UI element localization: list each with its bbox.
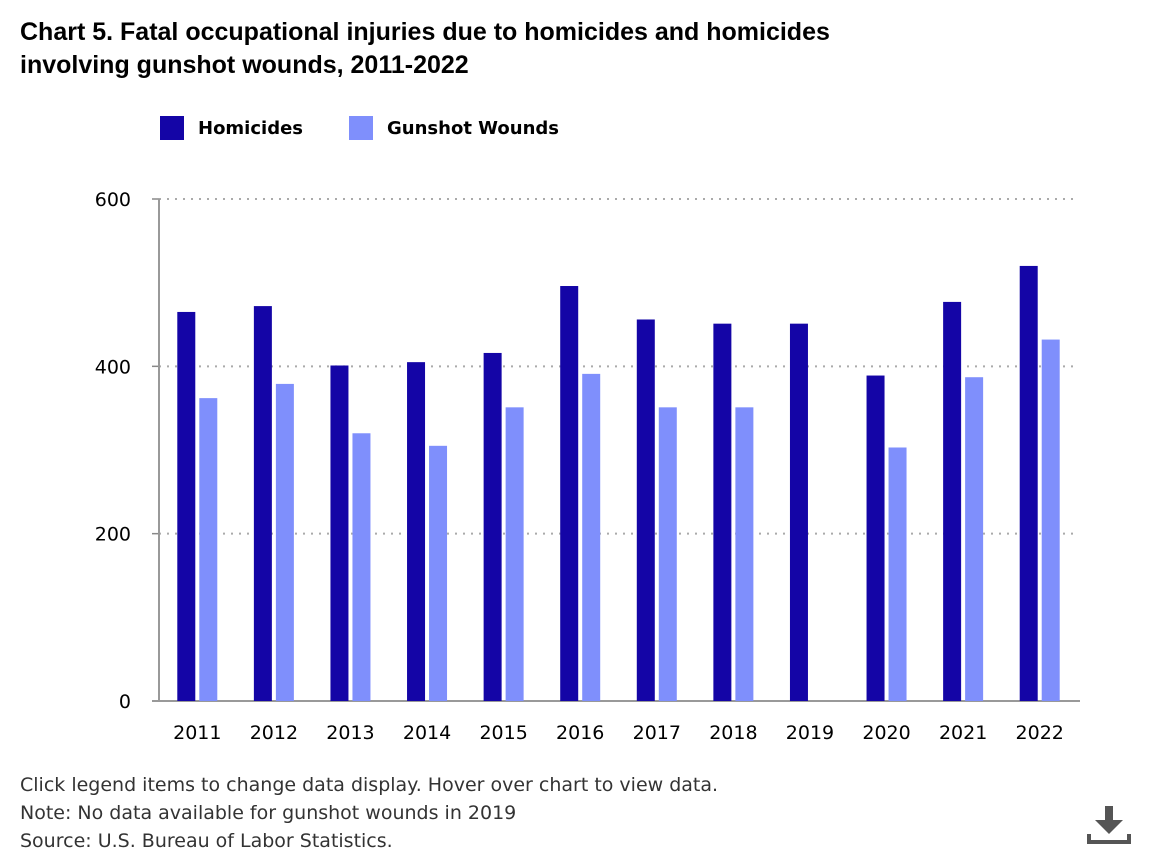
- bar-homicides-2022[interactable]: [1019, 265, 1038, 701]
- bar-gunshot-wounds-2011[interactable]: [199, 398, 218, 701]
- legend-label-homicides: Homicides: [198, 117, 304, 139]
- bar-homicides-2014[interactable]: [407, 362, 426, 701]
- bar-homicides-2018[interactable]: [713, 323, 732, 701]
- x-tick-label-2016: 2016: [556, 722, 604, 744]
- legend-item-homicides[interactable]: Homicides: [160, 116, 303, 140]
- x-tick-label-2014: 2014: [403, 722, 451, 744]
- bar-gunshot-wounds-2020[interactable]: [888, 447, 907, 701]
- source-text: Source: U.S. Bureau of Labor Statistics.: [20, 830, 393, 852]
- chart-title-line-2: involving gunshot wounds, 2011-2022: [20, 51, 469, 79]
- bar-gunshot-wounds-2014[interactable]: [429, 445, 448, 701]
- bar-gunshot-wounds-2012[interactable]: [275, 383, 294, 701]
- bar-chart[interactable]: 0 200 400 600 2011 2012 2013 2014 2015 2016 2017 20…: [0, 0, 1160, 770]
- download-icon: [1087, 806, 1131, 844]
- bar-gunshot-wounds-2021[interactable]: [965, 377, 984, 701]
- bar-homicides-2015[interactable]: [483, 352, 502, 701]
- bar-homicides-2013[interactable]: [330, 365, 349, 701]
- y-tick-label-200: 200: [95, 524, 131, 546]
- y-tick-label-600: 600: [95, 189, 131, 211]
- x-tick-label-2022: 2022: [1016, 722, 1064, 744]
- x-tick-label-2012: 2012: [250, 722, 298, 744]
- x-tick-label-2013: 2013: [326, 722, 374, 744]
- bar-gunshot-wounds-2022[interactable]: [1041, 339, 1060, 701]
- instruction-text: Click legend items to change data displa…: [20, 774, 719, 796]
- bar-homicides-2017[interactable]: [636, 319, 655, 701]
- legend-swatch-gunshot-wounds: [349, 116, 374, 140]
- y-tick-label-400: 400: [95, 356, 131, 378]
- x-tick-label-2020: 2020: [862, 722, 910, 744]
- bar-homicides-2019[interactable]: [789, 323, 808, 701]
- download-button[interactable]: [1085, 802, 1133, 850]
- x-tick-label-2017: 2017: [633, 722, 681, 744]
- bar-homicides-2016[interactable]: [560, 286, 579, 701]
- chart-title-line-1: Chart 5. Fatal occupational injuries due…: [20, 18, 830, 46]
- chart-title: Chart 5. Fatal occupational injuries due…: [20, 16, 1120, 82]
- bar-homicides-2020[interactable]: [866, 375, 885, 701]
- x-tick-label-2018: 2018: [709, 722, 757, 744]
- bar-gunshot-wounds-2017[interactable]: [658, 407, 677, 701]
- chart-notes: Click legend items to change data displa…: [20, 771, 718, 855]
- bar-homicides-2012[interactable]: [253, 306, 272, 701]
- bar-gunshot-wounds-2018[interactable]: [735, 407, 754, 701]
- bar-homicides-2011[interactable]: [177, 311, 196, 701]
- legend-item-gunshot-wounds[interactable]: Gunshot Wounds: [349, 116, 559, 140]
- x-tick-label-2015: 2015: [479, 722, 527, 744]
- bar-gunshot-wounds-2016[interactable]: [582, 373, 601, 701]
- x-tick-label-2021: 2021: [939, 722, 987, 744]
- legend-label-gunshot-wounds: Gunshot Wounds: [387, 117, 559, 139]
- y-tick-label-0: 0: [119, 691, 131, 713]
- bar-gunshot-wounds-2013[interactable]: [352, 433, 371, 701]
- bar-gunshot-wounds-2015[interactable]: [505, 407, 524, 701]
- legend-swatch-homicides: [160, 116, 184, 140]
- x-tick-label-2019: 2019: [786, 722, 834, 744]
- bar-homicides-2021[interactable]: [943, 301, 962, 701]
- note-text: Note: No data available for gunshot woun…: [20, 802, 517, 824]
- legend: Homicides Gunshot Wounds: [160, 115, 605, 141]
- x-tick-label-2011: 2011: [173, 722, 221, 744]
